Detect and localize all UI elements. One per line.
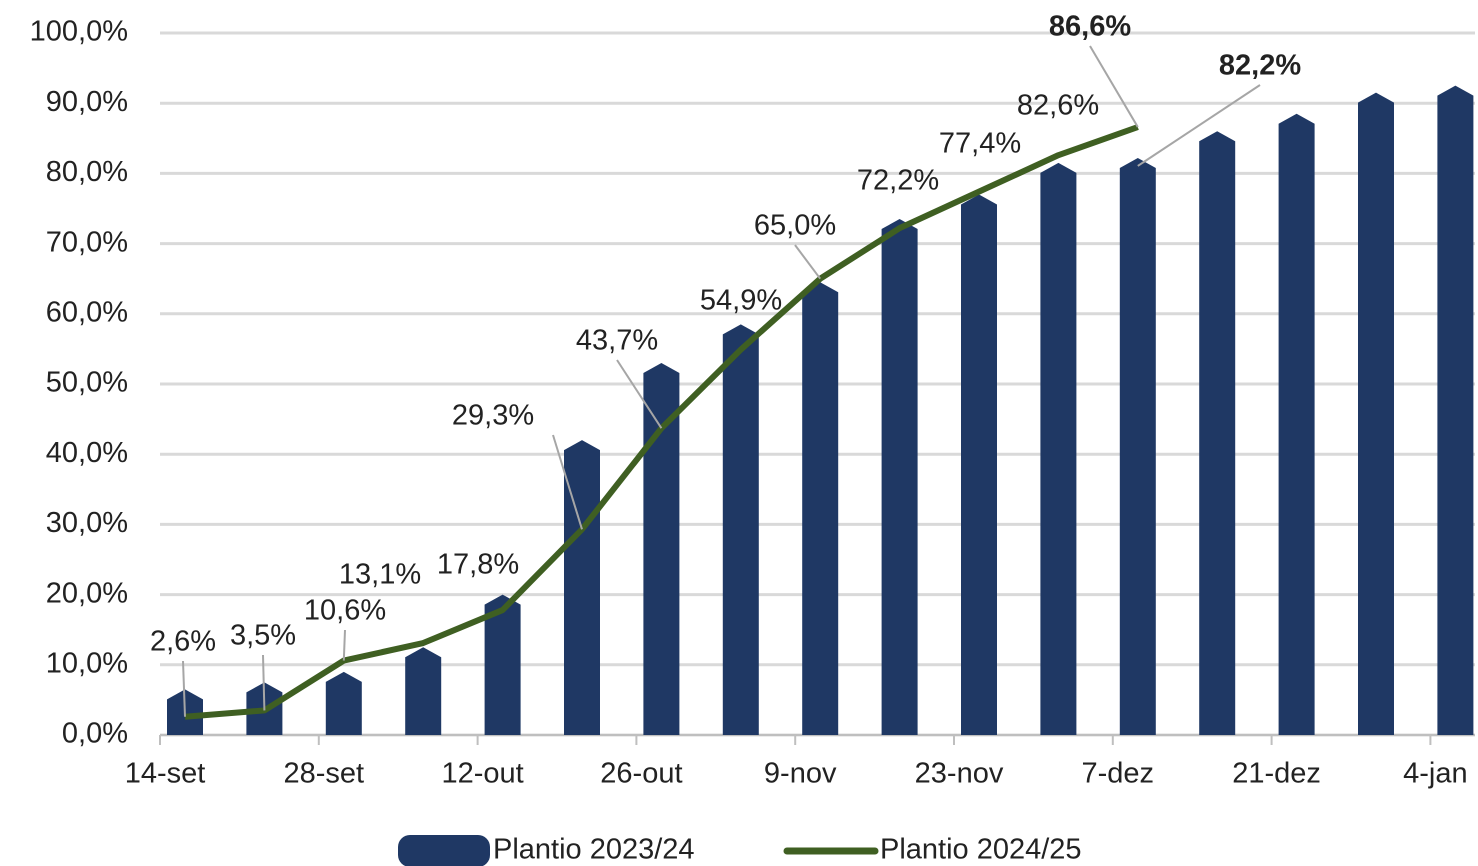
data-label: 2,6% <box>150 626 216 658</box>
leader-line <box>262 654 266 711</box>
bar <box>961 194 997 735</box>
data-label: 82,2% <box>1219 50 1301 82</box>
data-label: 3,5% <box>230 620 296 652</box>
bar <box>484 594 521 735</box>
y-tick-label: 40,0% <box>46 437 128 469</box>
x-tick-label: 12-out <box>441 758 523 790</box>
legend-swatch <box>398 835 490 866</box>
y-tick-label: 50,0% <box>46 367 128 399</box>
leader-line <box>342 629 346 661</box>
data-label: 77,4% <box>939 128 1021 160</box>
data-label: 82,6% <box>1017 90 1099 122</box>
bar <box>325 671 362 735</box>
x-tick-label: 23-nov <box>915 758 1004 790</box>
y-tick-label: 0,0% <box>62 718 128 750</box>
y-tick-label: 30,0% <box>46 507 128 539</box>
leader-line <box>794 244 822 280</box>
legend-label: Plantio 2024/25 <box>880 834 1082 866</box>
data-label: 10,6% <box>304 595 386 627</box>
x-tick-label: 9-nov <box>764 758 837 790</box>
y-tick-label: 10,0% <box>46 647 128 679</box>
bar <box>1119 157 1156 735</box>
y-tick-label: 80,0% <box>46 156 128 188</box>
x-tick-label: 21-dez <box>1232 758 1321 790</box>
leader-line <box>182 660 186 717</box>
x-tick-label: 7-dez <box>1082 758 1155 790</box>
bar <box>881 219 918 735</box>
x-tick-label: 28-set <box>283 758 364 790</box>
bar <box>802 282 839 735</box>
data-label: 86,6% <box>1049 11 1131 43</box>
leader-line <box>552 434 583 530</box>
data-label: 54,9% <box>700 285 782 317</box>
bar <box>722 324 759 735</box>
bar <box>1437 85 1474 735</box>
leader-line <box>616 359 663 429</box>
bar <box>1040 162 1077 735</box>
bar <box>1199 131 1236 735</box>
x-tick-label: 4-jan <box>1403 758 1468 790</box>
data-label: 13,1% <box>339 559 421 591</box>
y-tick-label: 70,0% <box>46 226 128 258</box>
y-tick-label: 20,0% <box>46 577 128 609</box>
bar <box>643 362 680 735</box>
y-tick-label: 90,0% <box>46 86 128 118</box>
bar <box>405 647 442 735</box>
data-label: 17,8% <box>437 549 519 581</box>
bar <box>1278 113 1315 736</box>
data-label: 65,0% <box>754 210 836 242</box>
leader-line <box>1137 84 1261 167</box>
data-label: 72,2% <box>857 165 939 197</box>
y-tick-label: 100,0% <box>30 16 128 48</box>
data-label: 29,3% <box>452 400 534 432</box>
bar <box>564 440 600 735</box>
y-tick-label: 60,0% <box>46 296 128 328</box>
x-tick-label: 26-out <box>600 758 682 790</box>
bar <box>1358 92 1394 736</box>
x-tick-label: 14-set <box>125 758 206 790</box>
data-label: 43,7% <box>576 325 658 357</box>
legend-label: Plantio 2023/24 <box>493 834 695 866</box>
leader-line <box>1089 45 1139 128</box>
